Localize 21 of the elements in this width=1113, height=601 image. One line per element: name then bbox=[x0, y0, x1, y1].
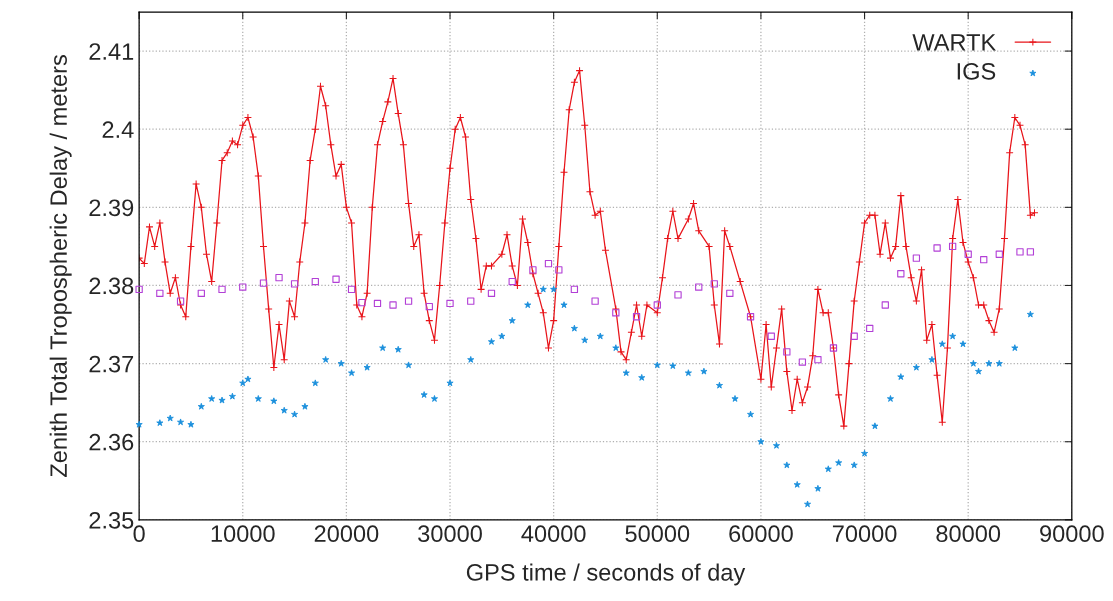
y-tick-label: 2.35 bbox=[89, 511, 134, 529]
x-tick-label: 80000 bbox=[936, 525, 1001, 543]
y-tick-label: 2.41 bbox=[89, 43, 134, 60]
legend-label: WARTK bbox=[912, 34, 996, 51]
x-tick-label: 0 bbox=[133, 525, 145, 543]
x-axis-title: GPS time / seconds of day bbox=[466, 563, 746, 586]
x-tick-label: 90000 bbox=[1040, 525, 1104, 543]
legend-label: IGS bbox=[957, 62, 996, 80]
x-tick-label: 10000 bbox=[211, 525, 275, 543]
x-tick-label: 20000 bbox=[314, 525, 379, 543]
y-tick-label: 2.36 bbox=[89, 433, 134, 451]
y-axis-title: Zenith Total Tropospheric Delay / meters bbox=[49, 55, 72, 477]
x-tick-label: 70000 bbox=[832, 525, 897, 543]
x-tick-label: 40000 bbox=[521, 525, 586, 543]
y-tick-label: 2.37 bbox=[89, 355, 134, 373]
x-tick-label: 60000 bbox=[729, 525, 793, 543]
y-tick-label: 2.38 bbox=[89, 277, 134, 295]
x-tick-label: 30000 bbox=[418, 525, 482, 543]
y-tick-label: 2.39 bbox=[89, 199, 134, 217]
y-tick-label: 2.4 bbox=[102, 121, 134, 138]
x-tick-label: 50000 bbox=[625, 525, 690, 543]
